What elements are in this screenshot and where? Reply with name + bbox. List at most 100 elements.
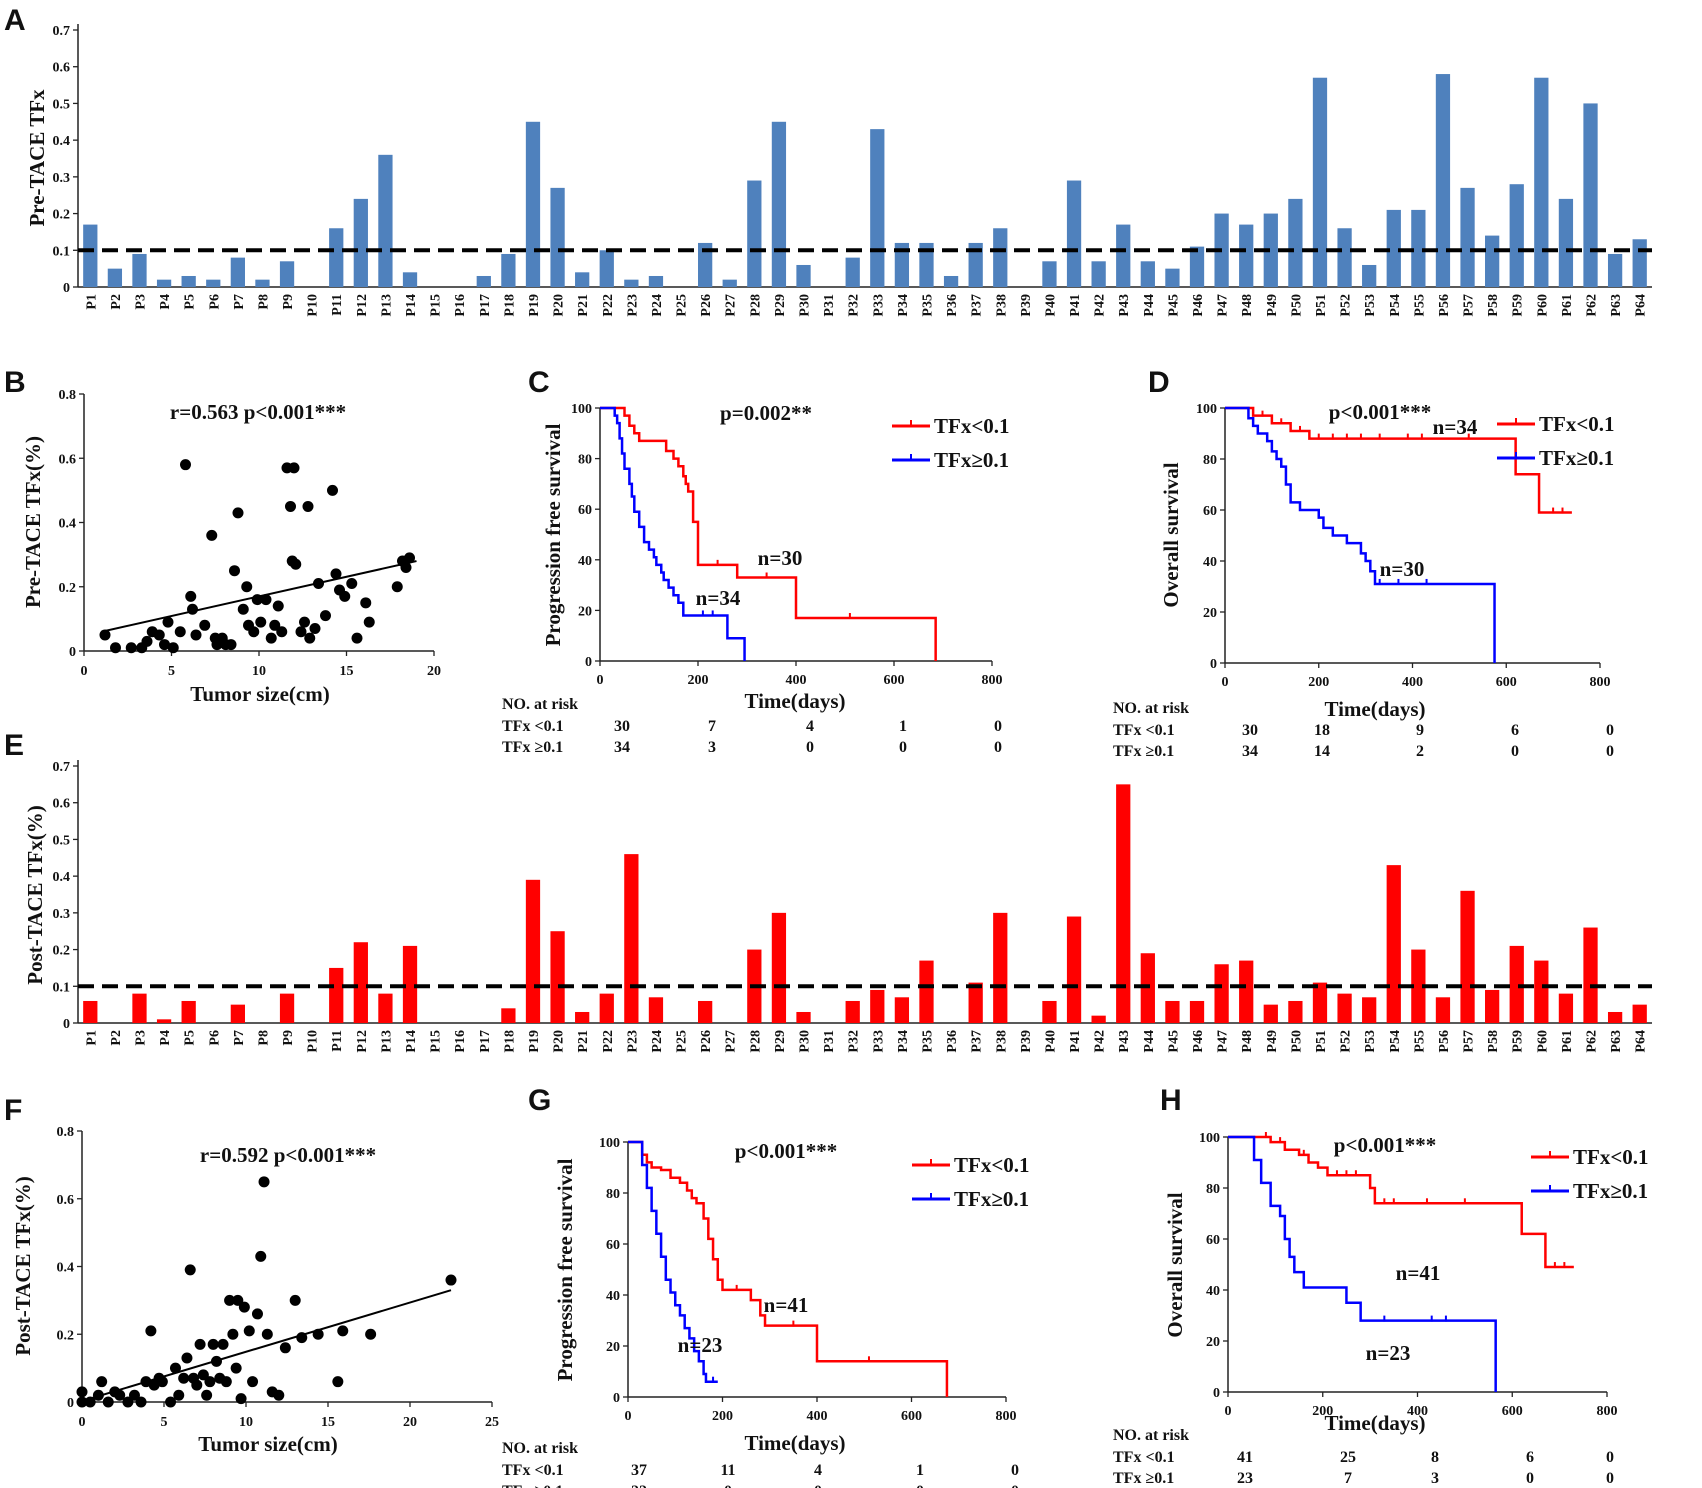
x-tick-label: P43 <box>1117 1030 1132 1053</box>
bar <box>550 931 565 1023</box>
data-point <box>145 1325 157 1337</box>
data-point <box>320 610 331 622</box>
bar <box>747 180 762 287</box>
x-axis-title: Time(days) <box>744 1431 845 1455</box>
y-tick-label: 0.3 <box>53 171 71 186</box>
bar <box>181 275 196 287</box>
legend-label: TFx≥0.1 <box>1573 1179 1648 1203</box>
y-tick-label: 80 <box>1206 1182 1220 1197</box>
data-point <box>235 1393 247 1405</box>
bar <box>1534 960 1549 1023</box>
y-tick-label: 40 <box>1203 555 1217 570</box>
survival-curve <box>628 1140 949 1397</box>
bar <box>329 967 344 1023</box>
x-tick-label: P19 <box>527 294 542 317</box>
data-point <box>169 1362 181 1374</box>
x-tick-label: 0 <box>79 1415 86 1430</box>
x-tick-label: P35 <box>920 1030 935 1053</box>
bar <box>1558 993 1574 1023</box>
risk-count: 0 <box>1526 1470 1534 1487</box>
x-tick-label: P60 <box>1535 294 1550 317</box>
data-point <box>227 1328 239 1340</box>
panel-label: D <box>1148 366 1170 399</box>
y-axis-title: Overall survival <box>1163 1192 1187 1337</box>
x-tick-label: 200 <box>688 673 709 688</box>
data-point <box>265 632 277 644</box>
risk-count: 7 <box>708 718 716 735</box>
y-tick-label: 0 <box>67 1396 74 1411</box>
data-point <box>180 459 191 471</box>
data-point <box>76 1396 88 1408</box>
x-tick-label: P23 <box>625 1030 640 1053</box>
x-tick-label: P26 <box>699 294 714 317</box>
x-tick-label: P19 <box>527 1030 542 1053</box>
bar <box>1140 261 1155 287</box>
x-tick-label: P5 <box>183 1030 198 1046</box>
y-tick-label: 0.4 <box>59 517 77 532</box>
data-point <box>261 1328 273 1340</box>
survival-curve <box>1228 1135 1574 1269</box>
x-tick-label: P20 <box>552 1030 567 1053</box>
group-n-label: n=34 <box>1433 415 1478 439</box>
x-tick-label: P61 <box>1560 1030 1575 1053</box>
x-tick-label: P32 <box>847 294 862 317</box>
x-tick-label: P44 <box>1142 294 1157 317</box>
panel-f: F 0 0.2 0.4 0.6 0.8 0 5 10 15 20 25 r=0.592 p<0.001*… <box>4 1094 499 1456</box>
x-tick-label: P27 <box>724 294 739 317</box>
x-tick-label: 600 <box>1496 675 1517 690</box>
bar <box>402 272 418 287</box>
data-point <box>201 1389 213 1401</box>
data-point <box>229 565 240 577</box>
y-tick-label: 0.2 <box>57 1328 75 1343</box>
x-axis-title: Time(days) <box>744 689 845 713</box>
fit-line <box>89 1289 452 1400</box>
x-tick-label: P51 <box>1314 1030 1329 1053</box>
data-point <box>445 1274 457 1286</box>
x-tick-label: P24 <box>650 1030 665 1053</box>
x-tick-label: P7 <box>232 1030 247 1046</box>
bar <box>1263 213 1278 287</box>
data-point <box>269 619 281 631</box>
x-axis-title: Time(days) <box>1324 697 1425 721</box>
y-axis-title: Pre-TACE TFx <box>25 89 49 227</box>
x-tick-label: P31 <box>822 1030 837 1053</box>
data-point <box>332 1376 344 1388</box>
data-point <box>96 1376 108 1388</box>
x-tick-label: P3 <box>133 1030 148 1046</box>
data-point <box>309 623 321 635</box>
bar <box>230 1004 245 1023</box>
risk-count: 22 <box>631 1483 647 1488</box>
bar <box>1607 253 1623 287</box>
data-point <box>204 1376 216 1388</box>
x-tick-label: 400 <box>807 1409 828 1424</box>
data-point <box>167 642 179 654</box>
y-tick-label: 0.5 <box>53 833 71 848</box>
risk-count: 14 <box>1314 743 1330 760</box>
x-tick-label: P27 <box>724 1030 739 1053</box>
y-tick-label: 20 <box>1203 606 1217 621</box>
x-tick-label: 20 <box>427 664 441 679</box>
data-point <box>302 500 314 512</box>
y-tick-label: 80 <box>606 1187 620 1202</box>
x-tick-label: P41 <box>1068 1030 1083 1053</box>
y-tick-label: 0.2 <box>53 944 71 959</box>
bar <box>1042 261 1057 287</box>
y-tick-label: 20 <box>578 604 592 619</box>
correlation-stat: r=0.592 p<0.001*** <box>200 1143 376 1167</box>
panel-a: A 0 0.1 0.2 0.3 0.4 0.5 0.6 0.7 P1 P2 P3 P4 P5 P6 P7 P8 P… <box>4 4 1652 317</box>
bar <box>1165 1000 1180 1023</box>
x-axis-title: Time(days) <box>1324 1411 1425 1435</box>
x-tick-label: P4 <box>158 294 173 310</box>
risk-table-header: NO. at risk <box>1113 1427 1189 1444</box>
y-tick-label: 40 <box>578 554 592 569</box>
bar <box>329 228 344 287</box>
x-tick-label: 200 <box>1308 675 1329 690</box>
data-point <box>159 639 170 651</box>
x-tick-label: P17 <box>478 294 493 317</box>
y-tick-label: 100 <box>571 402 592 417</box>
x-tick-label: P2 <box>109 294 124 310</box>
group-n-label: n=41 <box>764 1293 809 1317</box>
bar <box>1091 261 1106 287</box>
x-axis-title: Tumor size(cm) <box>190 682 329 706</box>
